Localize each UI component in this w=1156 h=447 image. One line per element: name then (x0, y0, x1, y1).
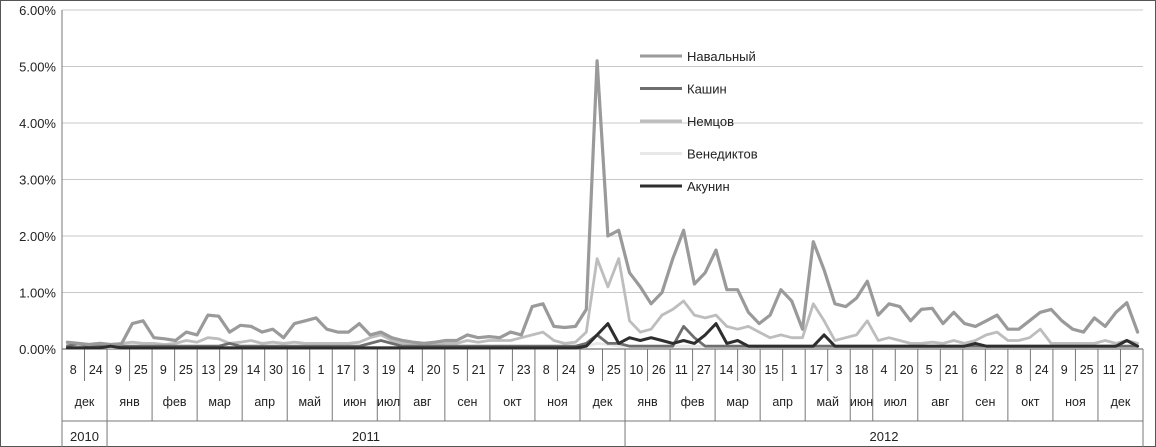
x-tick-label: 11 (1103, 363, 1116, 377)
x-tick-label: 21 (945, 363, 959, 377)
month-label: апр (254, 395, 275, 409)
y-tick-label: 1.00% (19, 286, 56, 301)
x-tick-label: 14 (719, 363, 733, 377)
x-tick-label: 6 (971, 363, 978, 377)
month-label: окт (503, 395, 522, 409)
x-tick-label: 9 (160, 363, 167, 377)
x-tick-label: 5 (453, 363, 460, 377)
x-tick-label: 5 (926, 363, 933, 377)
month-label: июл (377, 395, 400, 409)
x-tick-label: 27 (697, 363, 711, 377)
legend: Навальный Кашин Немцов Венедиктов Акунин (640, 49, 758, 194)
x-tick-label: 8 (1016, 363, 1023, 377)
year-label: 2011 (352, 429, 380, 444)
x-tick-label: 25 (607, 363, 621, 377)
month-label: янв (119, 395, 140, 409)
month-label: сен (975, 395, 995, 409)
x-tick-label: 3 (835, 363, 842, 377)
x-tick-label: 30 (269, 363, 283, 377)
x-tick-label: 9 (588, 363, 595, 377)
x-tick-label: 25 (1080, 363, 1094, 377)
x-tick-label: 19 (382, 363, 396, 377)
x-tick-label: 7 (498, 363, 505, 377)
x-tick-label: 11 (675, 363, 688, 377)
x-tick-label: 15 (764, 363, 778, 377)
month-label: авг (931, 395, 950, 409)
x-tick-label: 26 (652, 363, 666, 377)
x-tick-label: 16 (292, 363, 306, 377)
month-label: фев (163, 395, 187, 409)
x-tick-label: 24 (562, 363, 576, 377)
series-lines (65, 59, 1140, 350)
month-label: мар (726, 395, 749, 409)
month-label: июл (884, 395, 907, 409)
month-label: ноя (547, 395, 568, 409)
month-label: ноя (1065, 395, 1086, 409)
x-tick-label: 8 (543, 363, 550, 377)
x-tick-label: 9 (1061, 363, 1068, 377)
x-tick-label: 4 (881, 363, 888, 377)
year-label: 2010 (70, 429, 99, 444)
x-tick-label: 20 (900, 363, 914, 377)
y-tick-label: 5.00% (19, 60, 56, 75)
x-tick-label: 23 (517, 363, 531, 377)
legend-label: Венедиктов (687, 147, 758, 162)
series-line-2 (66, 257, 1139, 348)
x-tick-label: 1 (318, 363, 325, 377)
x-tick-label: 13 (201, 363, 215, 377)
legend-label: Акунин (687, 179, 730, 194)
x-tick-label: 1 (790, 363, 797, 377)
month-label: янв (637, 395, 658, 409)
x-tick-label: 30 (742, 363, 756, 377)
y-tick-label: 6.00% (19, 3, 56, 18)
x-tick-label: 29 (224, 363, 238, 377)
month-label: дек (1111, 395, 1131, 409)
x-tick-label: 18 (855, 363, 869, 377)
x-tick-label: 20 (427, 363, 441, 377)
x-tick-label: 9 (115, 363, 122, 377)
y-axis: 0.00% 1.00% 2.00% 3.00% 4.00% 5.00% 6.00% (19, 3, 63, 357)
month-label: дек (593, 395, 613, 409)
x-tick-label: 17 (337, 363, 351, 377)
x-tick-label: 22 (990, 363, 1004, 377)
month-label: фев (681, 395, 705, 409)
year-label: 2012 (870, 429, 899, 444)
gridlines (62, 9, 1143, 293)
legend-label: Навальный (687, 49, 756, 64)
y-tick-label: 2.00% (19, 229, 56, 244)
y-tick-label: 4.00% (19, 116, 56, 131)
month-label: июн (343, 395, 366, 409)
x-tick-label: 8 (70, 363, 77, 377)
legend-label: Кашин (687, 82, 727, 97)
legend-label: Немцов (687, 114, 734, 129)
x-tick-label: 10 (629, 363, 643, 377)
x-tick-label: 24 (1035, 363, 1049, 377)
x-tick-label: 27 (1125, 363, 1139, 377)
month-label: июн (850, 395, 873, 409)
x-tick-label: 25 (179, 363, 193, 377)
x-tick-label: 17 (809, 363, 823, 377)
y-tick-label: 3.00% (19, 173, 56, 188)
x-tick-label: 25 (134, 363, 148, 377)
x-tick-label: 3 (363, 363, 370, 377)
month-label: сен (457, 395, 477, 409)
month-label: мар (208, 395, 231, 409)
x-axis: 8 24 9 25 9 25 13 29 14 30 16 1 17 3 19 4 20 5 21 7 23 8 24 9 25… (61, 348, 1144, 447)
x-tick-label: 14 (246, 363, 260, 377)
month-label: авг (413, 395, 432, 409)
x-tick-label: 24 (89, 363, 103, 377)
x-tick-label: 21 (472, 363, 486, 377)
series-line-0 (65, 59, 1140, 347)
month-label: окт (1021, 395, 1040, 409)
month-label: май (816, 395, 839, 409)
month-label: май (298, 395, 321, 409)
x-tick-label: 4 (408, 363, 415, 377)
y-tick-label: 0.00% (19, 342, 56, 357)
month-label: дек (75, 395, 95, 409)
month-label: апр (772, 395, 793, 409)
series-line-4 (65, 322, 1140, 350)
